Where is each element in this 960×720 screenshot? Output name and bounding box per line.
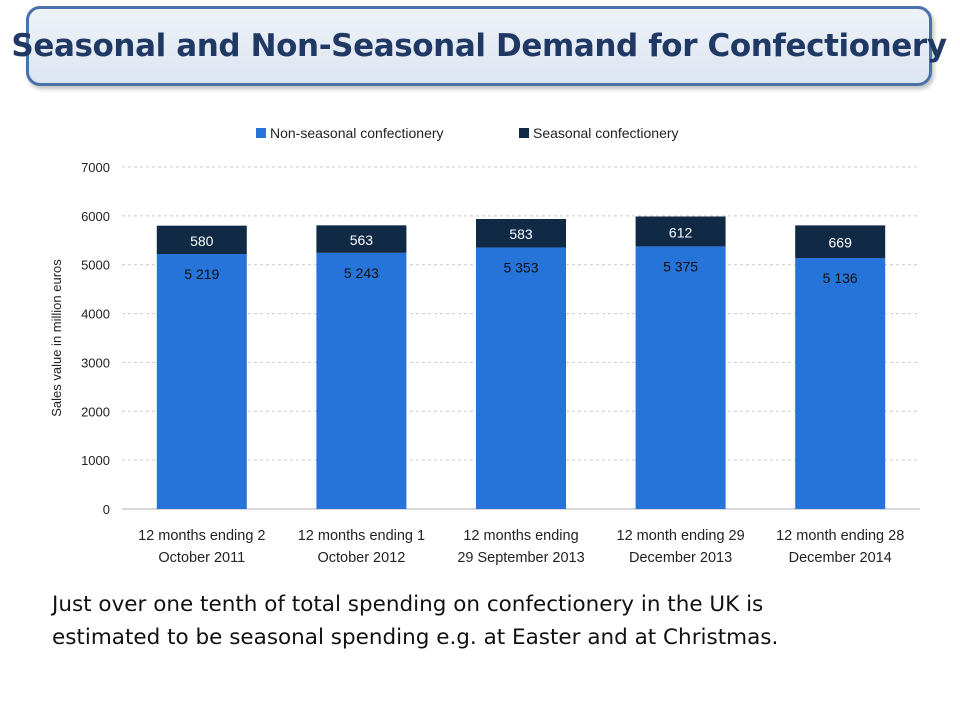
x-tick-label: December 2013 (629, 550, 732, 566)
x-tick-label: 12 month ending 28 (776, 528, 904, 544)
title-banner: Seasonal and Non-Seasonal Demand for Con… (11, 6, 947, 86)
x-tick-label: 29 September 2013 (457, 550, 584, 566)
data-label-seasonal: 583 (509, 226, 533, 242)
x-tick-label: 12 month ending 29 (617, 528, 745, 544)
y-tick-label: 6000 (81, 209, 110, 224)
data-label-non-seasonal: 5 219 (184, 266, 219, 282)
data-label-non-seasonal: 5 136 (823, 270, 858, 286)
bar-seasonal (316, 225, 407, 253)
y-tick-label: 7000 (81, 160, 110, 175)
bar-seasonal (156, 225, 247, 255)
legend-label: Non-seasonal confectionery (270, 125, 444, 141)
x-tick-label: December 2014 (789, 550, 892, 566)
x-tick-label: 12 months ending 1 (298, 528, 425, 544)
legend-swatch (519, 128, 529, 138)
x-tick-label: October 2012 (317, 550, 405, 566)
caption-line-1: Just over one tenth of total spending on… (52, 592, 764, 617)
bar-non-seasonal (316, 252, 407, 510)
legend-swatch (256, 128, 266, 138)
data-label-seasonal: 580 (190, 233, 214, 249)
y-tick-label: 4000 (81, 307, 110, 322)
legend-label: Seasonal confectionery (533, 125, 679, 141)
data-label-seasonal: 669 (829, 235, 853, 251)
y-tick-label: 0 (103, 502, 110, 517)
data-label-non-seasonal: 5 375 (663, 258, 698, 274)
caption: Just over one tenth of total spending on… (52, 588, 932, 654)
bar-non-seasonal (476, 247, 566, 509)
bar-non-seasonal (156, 254, 247, 509)
y-tick-label: 1000 (81, 453, 110, 468)
data-label-non-seasonal: 5 243 (344, 265, 379, 281)
x-tick-label: 12 months ending (463, 528, 578, 544)
data-label-seasonal: 563 (350, 232, 374, 248)
x-tick-label: 12 months ending 2 (138, 528, 265, 544)
y-tick-label: 2000 (81, 404, 110, 419)
bar-non-seasonal (635, 246, 726, 509)
data-label-seasonal: 612 (669, 224, 693, 240)
bar-seasonal (476, 218, 566, 248)
bar-seasonal (635, 216, 726, 247)
page-title: Seasonal and Non-Seasonal Demand for Con… (11, 28, 947, 64)
y-tick-label: 5000 (81, 258, 110, 273)
y-axis-title: Sales value in million euros (49, 259, 64, 417)
y-tick-label: 3000 (81, 355, 110, 370)
x-tick-label: October 2011 (158, 550, 245, 566)
bar-seasonal (795, 225, 886, 259)
data-label-non-seasonal: 5 353 (503, 259, 538, 275)
caption-line-2: estimated to be seasonal spending e.g. a… (52, 625, 779, 650)
bar-non-seasonal (795, 258, 886, 509)
